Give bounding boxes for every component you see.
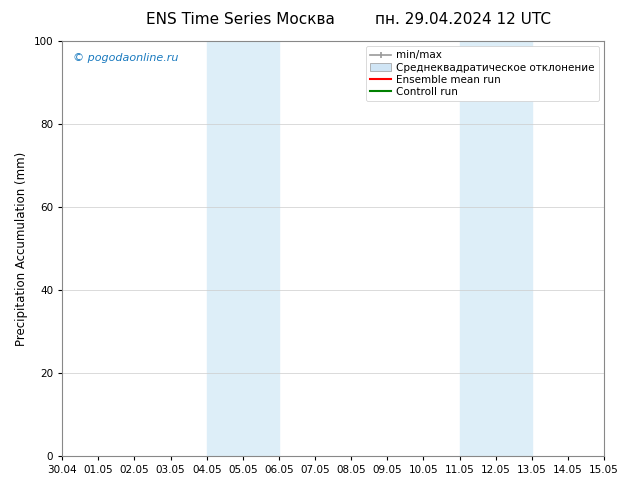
Text: ENS Time Series Москва: ENS Time Series Москва: [146, 12, 335, 27]
Legend: min/max, Среднеквадратическое отклонение, Ensemble mean run, Controll run: min/max, Среднеквадратическое отклонение…: [366, 46, 599, 101]
Bar: [460, 41, 532, 456]
Text: пн. 29.04.2024 12 UTC: пн. 29.04.2024 12 UTC: [375, 12, 551, 27]
Bar: [207, 41, 279, 456]
Text: © pogodaonline.ru: © pogodaonline.ru: [73, 53, 178, 64]
Y-axis label: Precipitation Accumulation (mm): Precipitation Accumulation (mm): [15, 151, 28, 345]
